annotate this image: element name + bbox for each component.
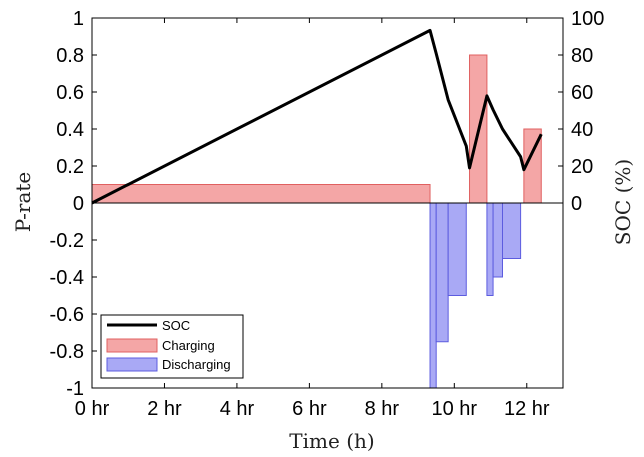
y-left-tick-label: -0.6 [50, 304, 84, 326]
x-tick-label: 2 hr [147, 398, 182, 420]
ticks [91, 17, 563, 389]
discharging-bar-2 [447, 202, 467, 296]
x-tick-label: 10 hr [432, 398, 478, 420]
left-tick-labels: -1 -0.8 -0.6 -0.4 -0.2 0 0.2 0.4 0.6 0.8 1 [50, 8, 84, 400]
y-left-tick-label: -0.4 [50, 267, 84, 289]
discharging-bar-4 [492, 202, 503, 278]
legend-discharging-label: Discharging [162, 357, 231, 372]
y-left-tick-label: 0 [73, 193, 84, 215]
x-tick-label: 12 hr [504, 398, 550, 420]
x-tick-label: 6 hr [292, 398, 327, 420]
legend-charging-swatch [106, 338, 158, 353]
y-left-tick-label: 0.4 [56, 119, 84, 141]
y-right-tick-label: 20 [571, 156, 593, 178]
x-axis-title: Time (h) [289, 429, 374, 453]
discharging-bar-1 [435, 202, 449, 343]
discharging-bar-0 [429, 202, 437, 389]
y-left-tick-label: 1 [73, 8, 84, 30]
legend: SOC Charging Discharging [100, 314, 244, 379]
x-tick-labels: 0 hr 2 hr 4 hr 6 hr 8 hr 10 hr 12 hr [75, 398, 550, 420]
y-right-tick-label: 40 [571, 119, 593, 141]
right-tick-labels: 0 20 40 60 80 100 [571, 8, 604, 215]
y-left-tick-label: -0.8 [50, 341, 84, 363]
x-tick-label: 0 hr [75, 398, 110, 420]
y-left-tick-label: 0.2 [56, 156, 84, 178]
legend-soc-label: SOC [162, 318, 190, 333]
y-right-tick-label: 100 [571, 8, 604, 30]
y-right-tick-label: 80 [571, 45, 593, 67]
y-right-tick-label: 0 [571, 193, 582, 215]
discharging-bar-3 [486, 202, 494, 296]
y-left-tick-label: -0.2 [50, 230, 84, 252]
legend-charging-label: Charging [162, 338, 215, 353]
y-left-tick-label: -1 [66, 378, 84, 400]
soc-line [91, 28, 543, 205]
x-tick-label: 4 hr [220, 398, 255, 420]
x-tick-label: 8 hr [365, 398, 400, 420]
charging-bar-0 [91, 184, 431, 204]
y-left-tick-label: 0.6 [56, 82, 84, 104]
y-right-tick-label: 60 [571, 82, 593, 104]
y-left-tick-label: 0.8 [56, 45, 84, 67]
discharging-bar-5 [501, 202, 522, 259]
legend-discharging-swatch [106, 357, 158, 372]
right-axis-title: SOC (%) [611, 159, 635, 245]
left-axis-title: P-rate [11, 172, 35, 232]
